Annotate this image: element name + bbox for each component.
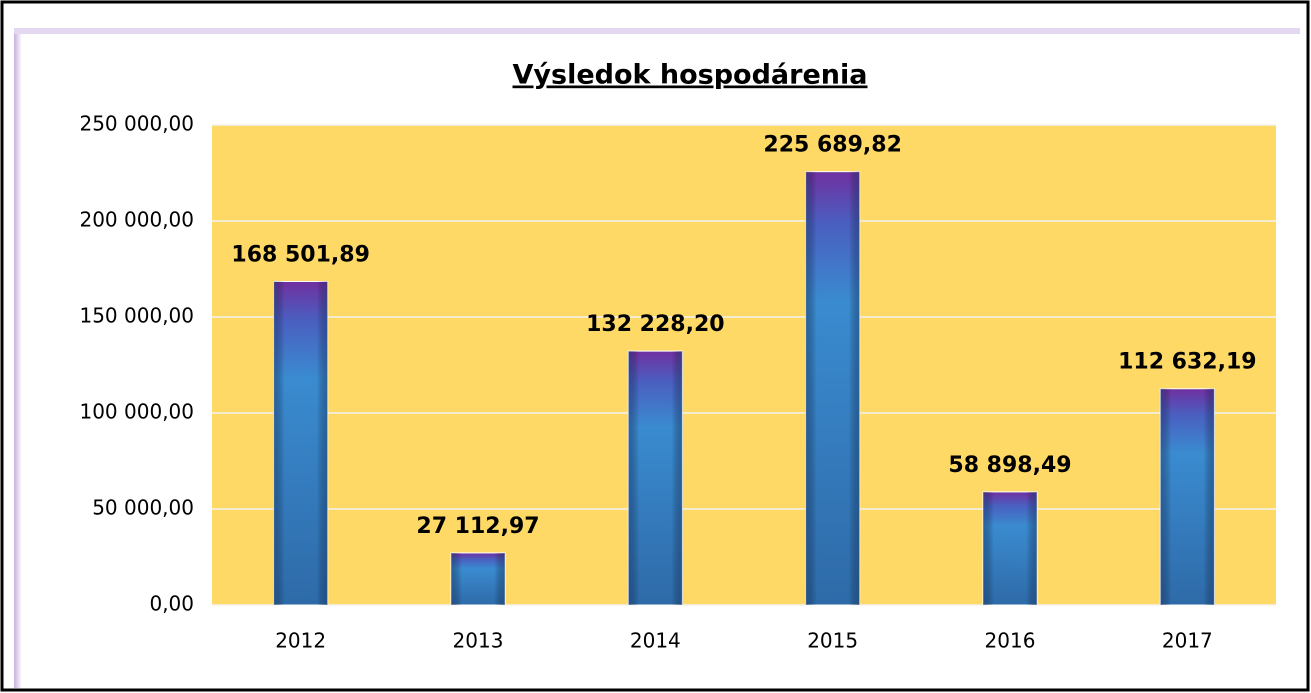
plot-area: 0,00 50 000,00 100 000,00 150 000,00 200 000… bbox=[79, 112, 1276, 653]
data-label: 168 501,89 bbox=[231, 242, 369, 267]
data-label: 225 689,82 bbox=[763, 133, 901, 158]
bar bbox=[1159, 388, 1215, 606]
x-tick-label: 2016 bbox=[985, 629, 1036, 653]
y-tick-label: 200 000,00 bbox=[79, 208, 194, 232]
data-label: 112 632,19 bbox=[1118, 350, 1256, 375]
data-label: 27 112,97 bbox=[416, 514, 539, 539]
bar bbox=[450, 552, 506, 606]
x-tick-label: 2013 bbox=[453, 629, 504, 653]
bar bbox=[627, 350, 683, 606]
x-tick-label: 2015 bbox=[807, 629, 858, 653]
y-tick-label: 50 000,00 bbox=[92, 496, 194, 520]
y-tick-label: 250 000,00 bbox=[79, 112, 194, 136]
x-tick-label: 2012 bbox=[275, 629, 326, 653]
data-label: 132 228,20 bbox=[586, 312, 724, 337]
y-tick-label: 150 000,00 bbox=[79, 304, 194, 328]
bar bbox=[805, 171, 861, 606]
frame-edge bbox=[14, 28, 22, 688]
x-tick-label: 2017 bbox=[1162, 629, 1213, 653]
data-label: 58 898,49 bbox=[948, 453, 1071, 478]
frame-top bbox=[14, 28, 1300, 34]
bar bbox=[273, 280, 329, 606]
bar bbox=[982, 491, 1038, 606]
y-tick-label: 0,00 bbox=[149, 592, 194, 616]
x-tick-label: 2014 bbox=[630, 629, 681, 653]
chart-title: Výsledok hospodárenia bbox=[513, 60, 868, 91]
plot-background bbox=[212, 125, 1276, 605]
y-tick-label: 100 000,00 bbox=[79, 400, 194, 424]
